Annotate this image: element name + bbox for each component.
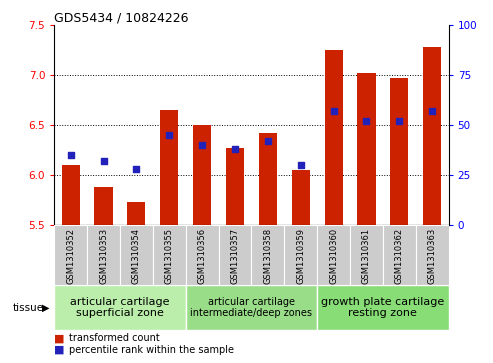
Bar: [292, 170, 310, 225]
Bar: [218, 225, 251, 285]
Bar: [383, 225, 416, 285]
Bar: [54, 225, 87, 285]
Point: [297, 162, 305, 168]
Bar: [324, 50, 343, 225]
Bar: [153, 225, 186, 285]
Bar: [259, 133, 277, 225]
Text: GSM1310361: GSM1310361: [362, 228, 371, 284]
Bar: [251, 225, 284, 285]
Text: GSM1310352: GSM1310352: [66, 228, 75, 284]
Point: [395, 118, 403, 124]
Bar: [317, 225, 350, 285]
Text: GDS5434 / 10824226: GDS5434 / 10824226: [54, 11, 189, 24]
Text: ■: ■: [54, 345, 65, 355]
Text: GSM1310359: GSM1310359: [296, 228, 305, 284]
Bar: [284, 225, 317, 285]
Text: GSM1310357: GSM1310357: [231, 228, 240, 284]
Point: [362, 118, 370, 124]
Point: [264, 138, 272, 144]
Bar: [193, 125, 211, 225]
Bar: [423, 47, 441, 225]
Text: percentile rank within the sample: percentile rank within the sample: [69, 345, 234, 355]
Bar: [390, 78, 408, 225]
Point: [133, 166, 141, 172]
Bar: [226, 148, 244, 225]
Bar: [186, 285, 317, 330]
Bar: [160, 110, 178, 225]
Text: growth plate cartilage
resting zone: growth plate cartilage resting zone: [321, 297, 445, 318]
Bar: [186, 225, 218, 285]
Bar: [416, 225, 449, 285]
Bar: [95, 187, 112, 225]
Bar: [120, 225, 153, 285]
Point: [198, 142, 206, 148]
Text: GSM1310356: GSM1310356: [198, 228, 207, 284]
Text: GSM1310358: GSM1310358: [263, 228, 272, 284]
Text: GSM1310354: GSM1310354: [132, 228, 141, 284]
Point: [231, 146, 239, 152]
Bar: [87, 225, 120, 285]
Text: GSM1310355: GSM1310355: [165, 228, 174, 284]
Point: [428, 109, 436, 114]
Bar: [317, 285, 449, 330]
Point: [165, 132, 173, 138]
Text: articular cartilage
intermediate/deep zones: articular cartilage intermediate/deep zo…: [190, 297, 313, 318]
Point: [67, 152, 74, 158]
Text: GSM1310363: GSM1310363: [428, 228, 437, 284]
Point: [330, 109, 338, 114]
Text: transformed count: transformed count: [69, 333, 160, 343]
Bar: [350, 225, 383, 285]
Bar: [357, 73, 376, 225]
Bar: [127, 202, 145, 225]
Text: GSM1310360: GSM1310360: [329, 228, 338, 284]
Bar: [54, 285, 186, 330]
Text: articular cartilage
superficial zone: articular cartilage superficial zone: [70, 297, 170, 318]
Text: ▶: ▶: [42, 303, 49, 313]
Text: ■: ■: [54, 333, 65, 343]
Text: tissue: tissue: [12, 303, 43, 313]
Point: [100, 158, 107, 164]
Text: GSM1310353: GSM1310353: [99, 228, 108, 284]
Text: GSM1310362: GSM1310362: [395, 228, 404, 284]
Bar: [62, 165, 80, 225]
